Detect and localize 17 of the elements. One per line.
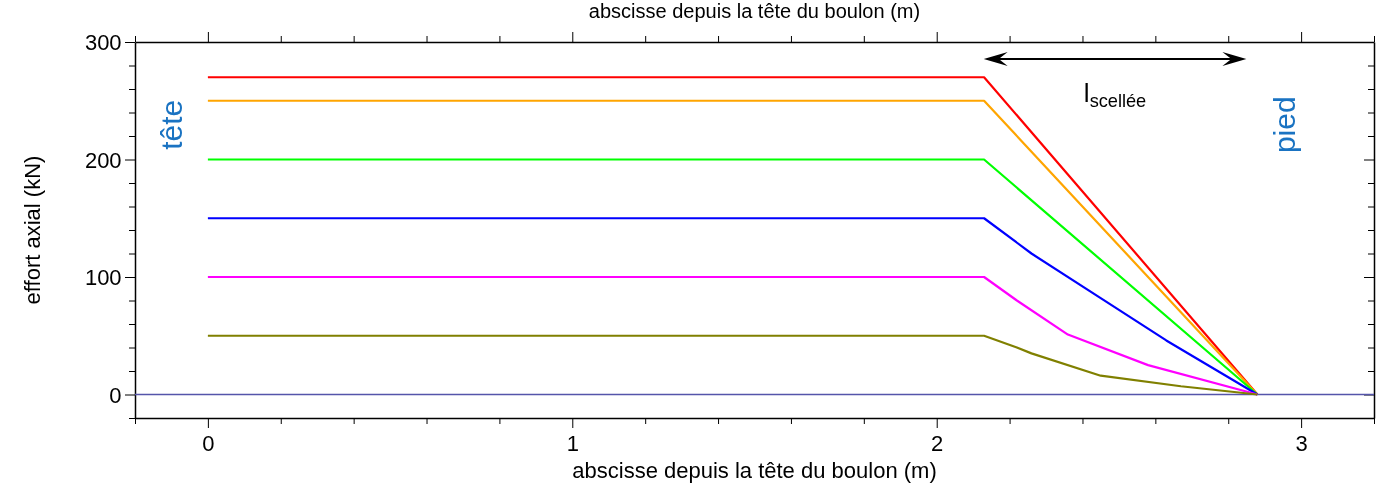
x-axis-title: abscisse depuis la tête du boulon (m) [572, 458, 937, 483]
y-axis-title: effort axial (kN) [20, 155, 45, 305]
line-series [206, 217, 1259, 396]
x-tick-label: 0 [202, 431, 215, 457]
y-tick-label: 200 [84, 147, 122, 173]
annotation: l$_{scellée}$ [1083, 77, 1147, 112]
line-series [206, 275, 1259, 396]
x-tick-label: 1 [566, 431, 579, 457]
line-series [206, 334, 1259, 396]
annotation: pied [1267, 96, 1301, 154]
y-tick-label: 300 [84, 30, 122, 56]
annotation: tête [155, 99, 189, 150]
x2-axis-title: abscisse depuis la tête du boulon (m) [588, 0, 921, 22]
y-tick-label: 100 [84, 265, 122, 291]
x-tick-label: 2 [931, 431, 944, 457]
x-tick-label: 3 [1295, 431, 1308, 457]
y-tick-label: 0 [109, 382, 122, 408]
